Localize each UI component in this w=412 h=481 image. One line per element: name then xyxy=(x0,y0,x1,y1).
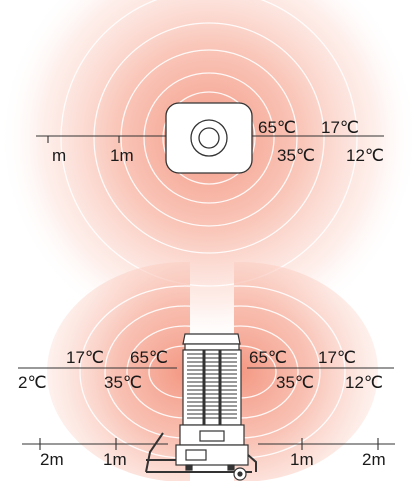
side-left-label-2c: 2℃ xyxy=(18,373,47,392)
side-left-label-2m: 2m xyxy=(40,450,64,469)
heater-top-view xyxy=(166,103,252,173)
side-right-label-35c: 35℃ xyxy=(276,373,314,392)
top-view: 65℃ 17℃ 35℃ 12℃ m 1m xyxy=(3,0,412,344)
top-label-35c: 35℃ xyxy=(277,146,315,165)
top-label-12c: 12℃ xyxy=(346,146,384,165)
side-right-label-12c: 12℃ xyxy=(345,373,383,392)
top-label-far-m: m xyxy=(52,146,66,165)
top-label-17c: 17℃ xyxy=(321,118,359,137)
side-left-label-65c: 65℃ xyxy=(130,348,168,367)
side-left-label-17c: 17℃ xyxy=(66,348,104,367)
top-label-1m: 1m xyxy=(110,146,134,165)
side-right-label-2m: 2m xyxy=(362,450,386,469)
side-right-label-17c: 17℃ xyxy=(318,348,356,367)
side-left-label-35c: 35℃ xyxy=(104,373,142,392)
side-right-label-1m: 1m xyxy=(290,450,314,469)
top-label-65c: 65℃ xyxy=(258,118,296,137)
side-left-label-1m: 1m xyxy=(103,450,127,469)
side-right-label-65c: 65℃ xyxy=(249,348,287,367)
